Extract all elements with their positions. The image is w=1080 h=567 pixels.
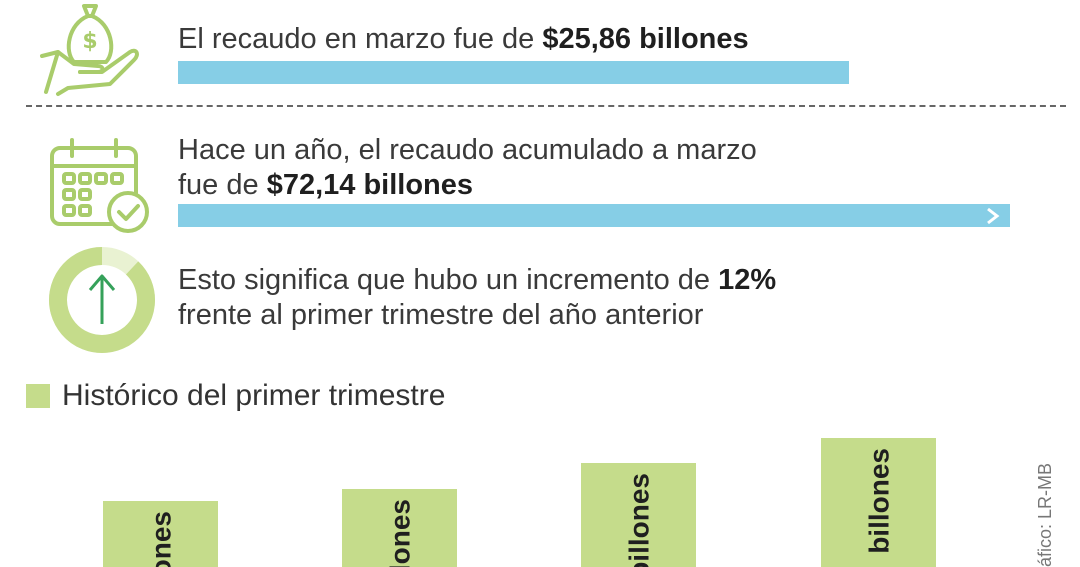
recaudo-marzo-bar	[178, 61, 849, 84]
historico-bar-chart: llones llones billones billones	[103, 438, 936, 567]
recaudo-marzo-text: El recaudo en marzo fue de $25,86 billon…	[178, 23, 749, 55]
recaudo-anterior-line1: Hace un año, el recaudo acumulado a marz…	[178, 134, 757, 166]
recaudo-anterior-line2: fue de $72,14 billones	[178, 169, 474, 201]
incremento-line1: Esto significa que hubo un incremento de…	[178, 264, 777, 296]
chevron-right-icon	[987, 207, 1000, 225]
legend-label: Histórico del primer trimestre	[62, 379, 446, 412]
recaudo-anterior-bar	[178, 204, 1010, 227]
source-credit: áfico: LR-MB	[1035, 462, 1055, 567]
legend-swatch	[26, 384, 50, 408]
calendar-check-icon	[50, 138, 149, 233]
recaudo-anterior-value: $72,14 billones	[266, 169, 474, 201]
bar-3	[821, 438, 936, 567]
incremento-value: 12%	[718, 264, 777, 296]
bar-label-3: billones	[864, 448, 895, 554]
bar-label-0: llones	[146, 511, 177, 567]
bar-1	[342, 489, 457, 567]
bar-label-1: llones	[385, 499, 416, 567]
money-bag-hand-icon: $	[40, 4, 139, 96]
bar-0	[103, 501, 218, 567]
section-divider	[26, 105, 1066, 107]
svg-text:$: $	[82, 29, 97, 54]
bar-label-2: billones	[624, 473, 655, 567]
incremento-line2: frente al primer trimestre del año anter…	[178, 299, 704, 331]
arrow-up-donut-icon	[49, 247, 155, 353]
bar-2	[581, 463, 696, 567]
recaudo-marzo-value: $25,86 billones	[542, 23, 749, 55]
